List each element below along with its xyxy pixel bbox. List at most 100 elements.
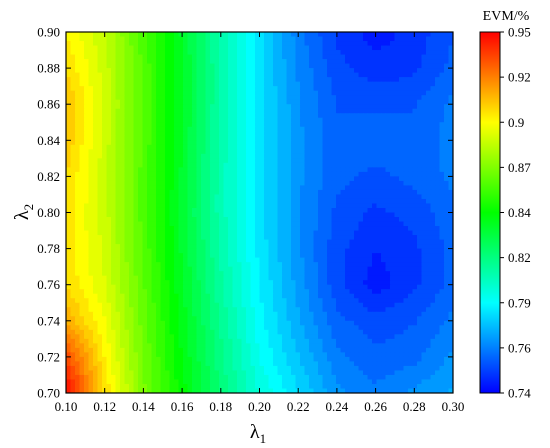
heatmap-cell bbox=[295, 207, 301, 214]
heatmap-cell bbox=[178, 230, 184, 236]
heatmap-cell bbox=[66, 86, 72, 92]
heatmap-cell bbox=[273, 158, 279, 164]
heatmap-cell bbox=[102, 45, 108, 51]
heatmap-cell bbox=[363, 153, 369, 159]
heatmap-cell bbox=[309, 226, 315, 232]
heatmap-cell bbox=[273, 198, 279, 205]
heatmap-cell bbox=[282, 63, 288, 69]
heatmap-cell bbox=[435, 244, 441, 250]
heatmap-cell bbox=[129, 63, 135, 69]
heatmap-cell bbox=[160, 36, 166, 42]
heatmap-cell bbox=[246, 72, 252, 78]
heatmap-cell bbox=[246, 117, 252, 123]
heatmap-cell bbox=[115, 45, 121, 51]
heatmap-cell bbox=[241, 239, 247, 245]
heatmap-cell bbox=[88, 32, 94, 38]
heatmap-cell bbox=[70, 122, 76, 128]
heatmap-cell bbox=[417, 113, 423, 119]
heatmap-cell bbox=[205, 126, 211, 132]
heatmap-cell bbox=[129, 77, 135, 83]
heatmap-cell bbox=[430, 212, 436, 218]
heatmap-cell bbox=[93, 194, 99, 200]
heatmap-cell bbox=[210, 117, 216, 123]
heatmap-cell bbox=[151, 77, 157, 83]
heatmap-cell bbox=[435, 81, 441, 87]
heatmap-cell bbox=[228, 203, 234, 209]
heatmap-cell bbox=[255, 59, 261, 65]
heatmap-cell bbox=[286, 271, 292, 277]
heatmap-cell bbox=[399, 77, 405, 83]
heatmap-cell bbox=[241, 266, 247, 272]
heatmap-cell bbox=[192, 280, 198, 286]
heatmap-cell bbox=[426, 176, 432, 182]
heatmap-cell bbox=[439, 289, 445, 295]
heatmap-cell bbox=[205, 63, 211, 69]
heatmap-cell bbox=[174, 198, 180, 205]
heatmap-cell bbox=[417, 41, 423, 47]
heatmap-cell bbox=[354, 131, 360, 137]
heatmap-cell bbox=[412, 158, 418, 164]
heatmap-cell bbox=[376, 266, 382, 272]
heatmap-cell bbox=[264, 50, 270, 56]
heatmap-cell bbox=[264, 194, 270, 200]
heatmap-cell bbox=[295, 149, 301, 155]
heatmap-cell bbox=[120, 63, 126, 69]
heatmap-cell bbox=[151, 90, 157, 96]
heatmap-cell bbox=[304, 153, 310, 159]
heatmap-cell bbox=[322, 122, 328, 128]
heatmap-cell bbox=[228, 72, 234, 78]
heatmap-cell bbox=[210, 50, 216, 56]
heatmap-cell bbox=[70, 198, 76, 205]
heatmap-cell bbox=[282, 86, 288, 92]
heatmap-cell bbox=[327, 167, 333, 173]
heatmap-cell bbox=[102, 63, 108, 69]
heatmap-cell bbox=[124, 262, 130, 268]
heatmap-cell bbox=[390, 41, 396, 47]
heatmap-cell bbox=[340, 217, 346, 223]
heatmap-cell bbox=[304, 162, 310, 168]
heatmap-cell bbox=[97, 86, 103, 92]
heatmap-cell bbox=[120, 239, 126, 245]
heatmap-cell bbox=[273, 63, 279, 69]
heatmap-cell bbox=[345, 158, 351, 164]
heatmap-cell bbox=[385, 207, 391, 214]
heatmap-cell bbox=[435, 63, 441, 69]
heatmap-cell bbox=[120, 72, 126, 78]
heatmap-cell bbox=[79, 239, 85, 245]
heatmap-cell bbox=[214, 50, 220, 56]
heatmap-cell bbox=[66, 131, 72, 137]
heatmap-cell bbox=[70, 126, 76, 132]
heatmap-cell bbox=[196, 113, 202, 119]
heatmap-cell bbox=[102, 72, 108, 78]
heatmap-cell bbox=[435, 59, 441, 65]
heatmap-cell bbox=[304, 217, 310, 223]
heatmap-cell bbox=[75, 194, 81, 200]
heatmap-cell bbox=[309, 158, 315, 164]
heatmap-cell bbox=[268, 149, 274, 155]
heatmap-cell bbox=[88, 221, 94, 227]
heatmap-cell bbox=[385, 171, 391, 177]
heatmap-cell bbox=[223, 266, 229, 272]
heatmap-cell bbox=[264, 72, 270, 78]
heatmap-cell bbox=[381, 117, 387, 123]
heatmap-cell bbox=[66, 198, 72, 205]
heatmap-cell bbox=[394, 257, 400, 263]
heatmap-cell bbox=[147, 135, 153, 141]
heatmap-cell bbox=[304, 198, 310, 205]
heatmap-cell bbox=[372, 289, 378, 295]
heatmap-cell bbox=[165, 63, 171, 69]
heatmap-cell bbox=[102, 50, 108, 56]
heatmap-cell bbox=[322, 99, 328, 105]
heatmap-cell bbox=[277, 280, 283, 286]
heatmap-cell bbox=[246, 77, 252, 83]
heatmap-cell bbox=[169, 171, 175, 177]
heatmap-cell bbox=[354, 50, 360, 56]
heatmap-cell bbox=[340, 275, 346, 281]
heatmap-cell bbox=[106, 266, 112, 272]
heatmap-cell bbox=[174, 104, 180, 110]
heatmap-cell bbox=[187, 72, 193, 78]
heatmap-cell bbox=[268, 221, 274, 227]
heatmap-cell bbox=[291, 90, 297, 96]
heatmap-cell bbox=[129, 149, 135, 155]
heatmap-cell bbox=[358, 144, 364, 150]
